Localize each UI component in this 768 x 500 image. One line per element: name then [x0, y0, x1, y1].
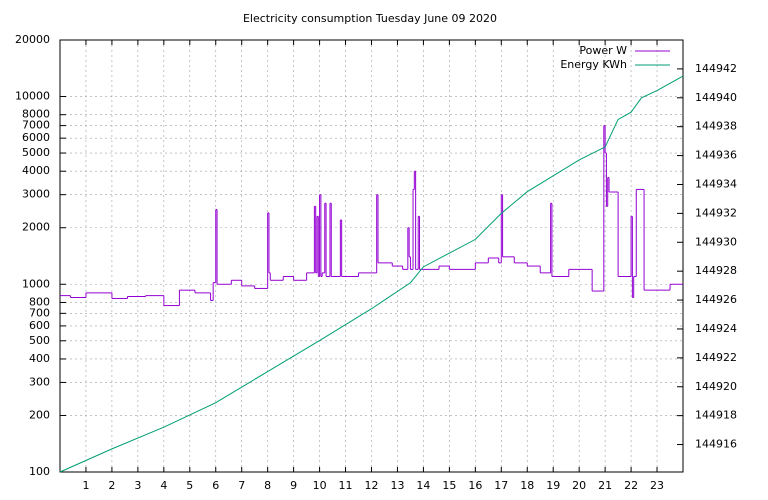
y2-tick-label: 144916 — [695, 438, 737, 451]
y-tick-label: 4000 — [22, 164, 50, 177]
y-tick-label: 6000 — [22, 131, 50, 144]
y-tick-label: 800 — [29, 295, 50, 308]
x-tick-label: 23 — [650, 479, 664, 492]
y-tick-label: 10000 — [15, 90, 50, 103]
x-tick-label: 7 — [238, 479, 245, 492]
y-tick-label: 300 — [29, 375, 50, 388]
y-tick-label: 1000 — [22, 277, 50, 290]
y-tick-label: 7000 — [22, 119, 50, 132]
y2-tick-label: 144928 — [695, 264, 737, 277]
y2-tick-label: 144922 — [695, 351, 737, 364]
y-tick-label: 500 — [29, 334, 50, 347]
y-tick-label: 100 — [29, 465, 50, 478]
y2-tick-label: 144934 — [695, 177, 737, 190]
y-tick-label: 8000 — [22, 108, 50, 121]
y2-tick-label: 144932 — [695, 206, 737, 219]
x-tick-label: 21 — [598, 479, 612, 492]
x-tick-label: 9 — [290, 479, 297, 492]
y2-tick-label: 144942 — [695, 62, 737, 75]
x-tick-label: 14 — [416, 479, 430, 492]
x-tick-label: 19 — [546, 479, 560, 492]
x-tick-label: 10 — [313, 479, 327, 492]
x-tick-label: 5 — [186, 479, 193, 492]
x-tick-label: 6 — [212, 479, 219, 492]
y-tick-label: 3000 — [22, 188, 50, 201]
y-tick-label: 400 — [29, 352, 50, 365]
legend-label: Energy KWh — [560, 58, 627, 71]
x-tick-label: 13 — [390, 479, 404, 492]
x-tick-label: 20 — [572, 479, 586, 492]
chart-title: Electricity consumption Tuesday June 09 … — [243, 12, 497, 25]
y2-tick-label: 144938 — [695, 120, 737, 133]
x-tick-label: 1 — [82, 479, 89, 492]
y2-tick-label: 144926 — [695, 293, 737, 306]
x-tick-label: 2 — [108, 479, 115, 492]
y-tick-label: 5000 — [22, 146, 50, 159]
x-tick-label: 12 — [365, 479, 379, 492]
x-tick-label: 16 — [468, 479, 482, 492]
x-tick-label: 15 — [442, 479, 456, 492]
y-tick-label: 600 — [29, 319, 50, 332]
x-tick-label: 11 — [339, 479, 353, 492]
y-tick-label: 200 — [29, 408, 50, 421]
y2-tick-label: 144940 — [695, 91, 737, 104]
legend-label: Power W — [579, 44, 627, 57]
x-tick-label: 22 — [624, 479, 638, 492]
y-tick-label: 2000 — [22, 221, 50, 234]
x-tick-label: 8 — [264, 479, 271, 492]
y2-tick-label: 144924 — [695, 322, 737, 335]
x-tick-label: 3 — [134, 479, 141, 492]
x-tick-label: 4 — [160, 479, 167, 492]
y2-tick-label: 144936 — [695, 149, 737, 162]
y-tick-label: 700 — [29, 306, 50, 319]
x-tick-label: 17 — [494, 479, 508, 492]
y2-tick-label: 144930 — [695, 235, 737, 248]
x-tick-label: 18 — [520, 479, 534, 492]
plot-frame — [59, 39, 684, 473]
y-tick-label: 20000 — [15, 33, 50, 46]
y2-tick-label: 144920 — [695, 380, 737, 393]
y2-tick-label: 144918 — [695, 409, 737, 422]
series-line — [59, 75, 684, 473]
